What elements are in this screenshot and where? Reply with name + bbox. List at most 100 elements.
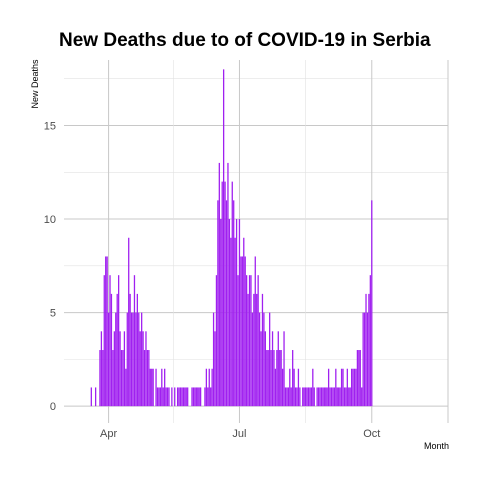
bar [230,237,232,407]
bar [250,275,252,407]
bar [191,387,193,407]
bar [352,368,354,407]
bar [233,200,235,407]
bar [369,275,371,407]
bar [371,200,373,407]
bar [241,256,243,407]
bar [105,256,107,407]
bar [211,368,213,407]
bar [345,387,347,407]
y-tick-label: 0 [50,401,56,413]
bar [174,387,176,407]
bar [264,331,266,407]
bar [294,387,297,407]
bar [152,368,154,407]
bar [336,387,338,407]
bar [106,256,108,407]
bar [178,387,180,407]
bar [290,387,292,407]
bar [132,312,134,407]
bar [284,387,287,407]
bar [332,387,334,407]
y-tick-label: 15 [44,120,56,132]
bar [246,275,248,407]
bar [94,387,97,407]
bar [138,312,140,407]
bar [155,368,157,407]
bar [257,275,259,407]
bar [304,387,307,407]
x-tick-label: Jul [232,428,246,440]
bar [110,293,113,407]
bar [228,219,231,407]
bar [348,387,350,407]
bar [346,368,348,407]
bar [225,200,228,407]
bar [195,387,197,407]
bar [325,387,327,407]
bar [322,387,324,407]
bar [253,293,255,407]
bar [274,368,277,407]
bar [176,387,179,407]
bar [366,312,369,407]
bar [361,387,363,407]
bar [168,387,170,407]
bar [179,387,182,407]
bar [338,387,340,407]
bar [258,312,261,407]
bar [222,69,225,407]
bar [281,368,284,407]
y-tick-label: 10 [44,214,56,226]
bar [251,312,254,407]
bar [292,350,294,407]
bar [210,387,212,407]
x-tick-labels: Apr Jul Oct [100,428,380,440]
bar [254,256,256,407]
bar [247,293,249,407]
bar [365,293,367,407]
bar [119,331,121,407]
bar [212,312,215,407]
bar [248,275,251,407]
bar [214,331,216,407]
bar [273,350,275,407]
bar [260,331,262,407]
bar [261,293,264,407]
bar [135,312,137,407]
bar [112,350,114,407]
bar [145,331,147,407]
bar [359,350,361,407]
bar [330,387,333,407]
bar [270,350,272,407]
bar [109,275,111,407]
bar [187,387,189,407]
bar [335,368,337,407]
bar [227,162,229,407]
bar [208,368,210,407]
bar [333,387,336,407]
bar [343,387,346,407]
bar [368,293,370,407]
bar [356,350,359,407]
bar [207,387,209,407]
bar [289,368,291,407]
bar [355,368,357,407]
bar [156,387,159,407]
bar [199,387,202,407]
bar [240,256,242,407]
bar [215,275,218,407]
bar [192,387,195,407]
bar [340,368,343,407]
bar [149,368,151,407]
bar [116,293,118,407]
bar [350,368,353,407]
bar [316,387,318,407]
bar [276,350,278,407]
bar [218,162,220,407]
bar-series [90,69,373,407]
bar [221,181,223,407]
bar [130,312,133,407]
bar [146,350,149,407]
bar [129,293,131,407]
